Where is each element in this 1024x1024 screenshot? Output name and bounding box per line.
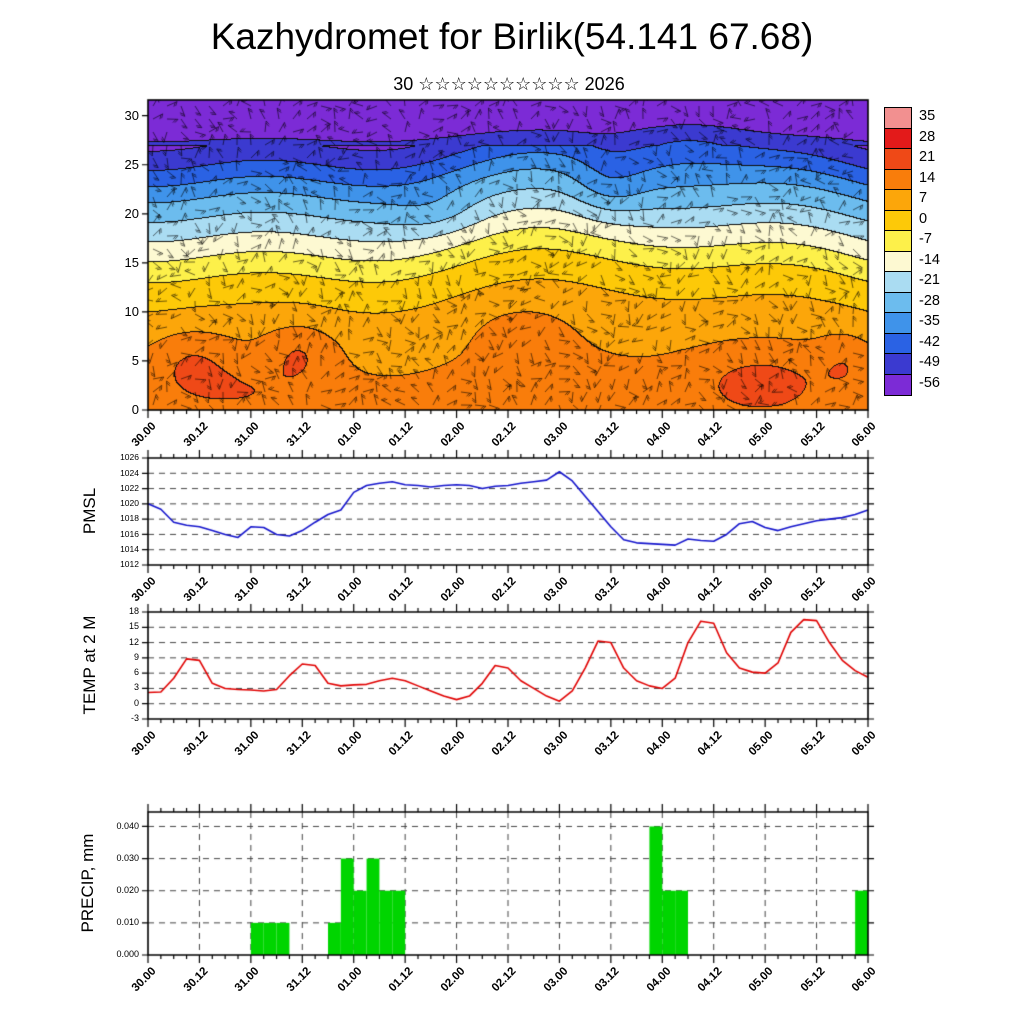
colorbar-cell — [885, 374, 911, 395]
colorbar-tick-label: 0 — [919, 210, 928, 227]
chart-date-subtitle: 30 ☆☆☆☆☆☆☆☆☆☆ 2026 — [393, 74, 625, 94]
y-tick-label: -3 — [130, 713, 139, 724]
colorbar-cell — [885, 231, 911, 252]
colorbar-cell — [885, 333, 911, 354]
colorbar-tick-label: -14 — [919, 251, 940, 268]
y-tick-label: 20 — [124, 205, 139, 221]
y-tick-label: 3 — [133, 682, 139, 693]
y-tick-label: 1022 — [120, 482, 139, 493]
temp-axis-title: TEMP at 2 M — [80, 615, 99, 715]
colorbar-tick-label: 7 — [919, 190, 928, 207]
colorbar-cell — [885, 354, 911, 375]
colorbar-tick-label: 14 — [919, 169, 936, 186]
page-title: Kazhydromet for Birlik(54.141 67.68) — [210, 16, 814, 57]
y-tick-label: 0.020 — [116, 884, 139, 895]
colorbar-cell — [885, 272, 911, 293]
colorbar-cell — [885, 149, 911, 170]
colorbar-tick-label: 28 — [919, 128, 936, 145]
colorbar-cell — [885, 292, 911, 313]
precip-axis-title: PRECIP, mm — [78, 833, 97, 933]
colorbar-cell — [885, 313, 911, 334]
y-tick-label: 1020 — [120, 498, 139, 509]
y-tick-label: 12 — [128, 636, 139, 647]
y-tick-label: 25 — [124, 156, 139, 172]
y-tick-label: 0.040 — [116, 820, 139, 831]
colorbar-tick-label: 21 — [919, 149, 936, 166]
colorbar-tick-label: -49 — [919, 354, 940, 371]
y-tick-label: 9 — [133, 651, 139, 662]
colorbar-tick-label: -21 — [919, 272, 940, 289]
y-tick-label: 1018 — [120, 513, 139, 524]
y-tick-label: 15 — [124, 254, 139, 270]
y-tick-label: 1016 — [120, 528, 139, 539]
y-tick-label: 0 — [131, 401, 139, 417]
y-tick-label: 10 — [124, 303, 139, 319]
y-tick-label: 1012 — [120, 559, 139, 570]
colorbar-cell — [885, 108, 911, 129]
y-tick-label: 0.010 — [116, 916, 139, 927]
y-tick-label: 6 — [133, 667, 139, 678]
colorbar-cell — [885, 128, 911, 149]
y-tick-label: 18 — [128, 606, 139, 617]
y-tick-label: 5 — [131, 352, 139, 368]
colorbar-tick-label: -28 — [919, 292, 940, 309]
temperature-colorbar — [884, 107, 912, 396]
colorbar-tick-label: -42 — [919, 333, 940, 350]
y-tick-label: 0 — [133, 697, 139, 708]
colorbar-cell — [885, 190, 911, 211]
colorbar-cell — [885, 210, 911, 231]
pmsl-axis-title: PMSL — [80, 487, 99, 535]
colorbar-tick-label: -56 — [919, 374, 940, 391]
colorbar-tick-label: -7 — [919, 231, 932, 248]
y-tick-label: 15 — [128, 621, 139, 632]
y-tick-label: 0.030 — [116, 852, 139, 863]
colorbar-tick-label: -35 — [919, 313, 940, 330]
colorbar-cell — [885, 169, 911, 190]
y-tick-label: 1026 — [120, 452, 139, 463]
y-tick-label: 1024 — [120, 467, 139, 478]
y-tick-label: 0.000 — [116, 949, 139, 960]
y-tick-label: 30 — [124, 107, 139, 123]
colorbar-tick-label: 35 — [919, 108, 936, 125]
colorbar-cell — [885, 251, 911, 272]
y-tick-label: 1014 — [120, 544, 139, 555]
